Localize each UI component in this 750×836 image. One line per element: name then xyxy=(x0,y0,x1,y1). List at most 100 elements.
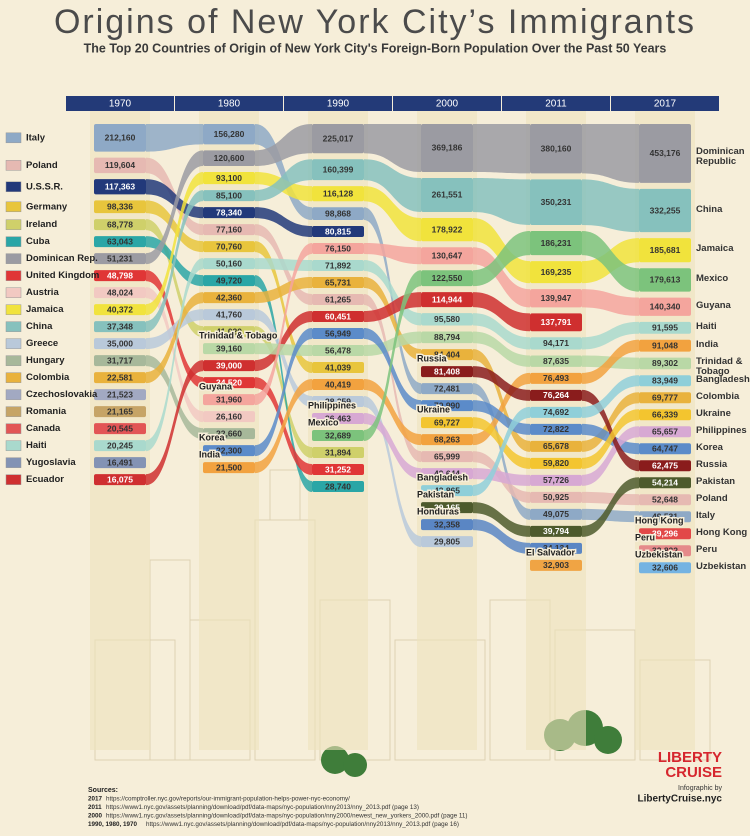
value-label: 64,747 xyxy=(652,443,678,453)
value-label: 85,100 xyxy=(216,190,242,200)
value-label: 87,635 xyxy=(543,356,569,366)
year-label: 2000 xyxy=(436,99,459,110)
flag xyxy=(5,253,22,264)
value-label: 122,550 xyxy=(432,273,463,283)
country-label: India xyxy=(199,450,221,460)
node xyxy=(421,217,473,242)
node xyxy=(94,355,146,367)
value-label: 93,100 xyxy=(216,173,242,183)
ribbon xyxy=(473,372,530,446)
value-label: 137,791 xyxy=(541,317,572,327)
node xyxy=(421,349,473,361)
ribbon xyxy=(146,150,203,265)
source-url: https://www1.nyc.gov/assets/planning/dow… xyxy=(146,821,459,828)
value-label: 117,363 xyxy=(105,182,136,192)
value-label: 95,580 xyxy=(434,314,460,324)
logo: LIBERTY xyxy=(658,749,722,766)
node xyxy=(94,440,146,452)
node xyxy=(312,124,364,154)
value-label: 28,740 xyxy=(325,481,351,491)
value-label: 83,949 xyxy=(652,375,678,385)
node xyxy=(421,400,473,412)
value-label: 22,660 xyxy=(216,428,242,438)
node xyxy=(203,258,255,270)
ribbon xyxy=(473,417,530,469)
country-label: United Kingdom xyxy=(26,270,99,281)
node xyxy=(639,545,691,557)
value-label: 31,252 xyxy=(325,464,351,474)
value-label: 20,245 xyxy=(107,440,133,450)
year-header xyxy=(284,96,392,111)
ribbon xyxy=(255,277,312,304)
value-label: 65,657 xyxy=(652,426,678,436)
country-label: Guyana xyxy=(199,382,233,392)
value-label: 380,160 xyxy=(541,143,572,153)
end-label: Dominican Republic xyxy=(696,146,745,168)
source-url: https://comptroller.nyc.gov/reports/our-… xyxy=(106,796,350,803)
year-label: 1980 xyxy=(218,99,241,110)
value-label: 68,263 xyxy=(434,434,460,444)
end-label: Colombia xyxy=(696,390,740,402)
node xyxy=(421,124,473,172)
flag xyxy=(5,406,22,417)
value-label: 39,296 xyxy=(652,528,678,538)
node xyxy=(94,457,146,469)
node xyxy=(530,559,582,571)
country-label: Yugoslavia xyxy=(26,457,76,468)
node xyxy=(530,230,582,256)
node xyxy=(421,417,473,429)
ribbon xyxy=(473,349,530,452)
node xyxy=(639,426,691,438)
country-label: Jamaica xyxy=(26,304,64,315)
node xyxy=(203,190,255,202)
value-label: 35,000 xyxy=(107,338,133,348)
ribbon xyxy=(146,258,203,452)
ribbon xyxy=(146,124,203,152)
country-label: Bangladesh xyxy=(417,472,468,482)
value-label: 32,903 xyxy=(543,560,569,570)
ribbon xyxy=(146,219,203,338)
value-label: 139,947 xyxy=(541,293,572,303)
node xyxy=(530,474,582,486)
node xyxy=(312,362,364,374)
value-label: 36,463 xyxy=(325,413,351,423)
node xyxy=(203,241,255,253)
value-label: 50,160 xyxy=(216,258,242,268)
nodes: 212,160 156,280 98,868 72,481 49,075 49,531 11… xyxy=(94,124,691,574)
value-label: 49,720 xyxy=(216,275,242,285)
node xyxy=(530,423,582,435)
node xyxy=(94,372,146,384)
ribbon xyxy=(364,207,421,395)
node xyxy=(312,379,364,391)
value-label: 42,865 xyxy=(434,485,460,495)
node xyxy=(421,383,473,395)
flag xyxy=(5,236,22,247)
value-label: 156,280 xyxy=(214,129,245,139)
ribbon xyxy=(473,292,530,332)
country-label: Canada xyxy=(26,423,61,434)
year-label: 1970 xyxy=(109,99,132,110)
node xyxy=(530,124,582,174)
node xyxy=(639,297,691,316)
value-label: 59,820 xyxy=(543,458,569,468)
ribbon xyxy=(582,409,639,469)
ribbon xyxy=(255,243,312,406)
ribbon xyxy=(364,260,421,326)
node xyxy=(312,207,364,221)
ribbon xyxy=(255,159,312,202)
value-label: 332,255 xyxy=(650,205,681,215)
country-label: Pakistan xyxy=(417,489,454,499)
end-label: Trinidad & Tobago xyxy=(696,356,743,378)
flag xyxy=(5,219,22,230)
value-label: 65,678 xyxy=(543,441,569,451)
country-label: Uzbekistan xyxy=(635,550,683,560)
node xyxy=(203,207,255,219)
node xyxy=(530,457,582,469)
node xyxy=(421,247,473,265)
node xyxy=(203,428,255,440)
node xyxy=(639,238,691,263)
value-label: 20,545 xyxy=(107,423,133,433)
country-label: Haiti xyxy=(26,440,47,451)
ribbon xyxy=(473,468,530,486)
source-url: https://www1.nyc.gov/assets/planning/dow… xyxy=(106,804,419,811)
